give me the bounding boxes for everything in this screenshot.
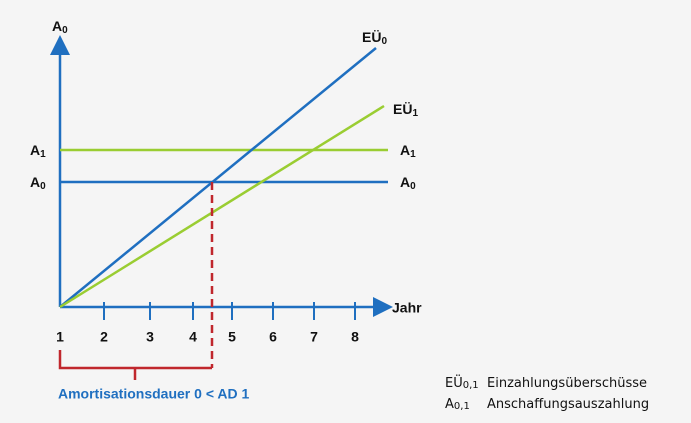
y-axis-label: A0 <box>52 18 68 36</box>
x-axis-label: Jahr <box>392 300 422 316</box>
line-label: EÜ0 <box>362 29 387 47</box>
eu0-line <box>59 47 377 308</box>
x-tick-label: 4 <box>189 329 197 345</box>
bracket <box>58 350 212 380</box>
x-tick-label: 1 <box>56 329 64 345</box>
bracket-label: Amortisationsdauer 0 < AD 1 <box>58 386 249 402</box>
line-label: A0 <box>30 174 46 192</box>
x-tick-label: 3 <box>146 329 154 345</box>
x-tick-label: 5 <box>228 329 236 345</box>
legend-entry: A0,1 Anschaffungsauszahlung <box>445 397 649 413</box>
line-label: A0 <box>400 174 416 192</box>
line-label: A1 <box>400 142 416 160</box>
tick-marks <box>103 302 356 320</box>
eu1-line <box>59 104 385 309</box>
x-tick-label: 2 <box>100 329 108 345</box>
x-tick-labels: 1 2 3 4 5 6 7 8 <box>56 329 359 345</box>
x-tick-label: 6 <box>269 329 277 345</box>
x-tick-label: 8 <box>351 329 359 345</box>
x-tick-label: 7 <box>310 329 318 345</box>
line-label: EÜ1 <box>393 101 418 119</box>
legend-entry: EÜ0,1 Einzahlungsüberschüsse <box>445 374 647 392</box>
line-label: A1 <box>30 142 46 160</box>
